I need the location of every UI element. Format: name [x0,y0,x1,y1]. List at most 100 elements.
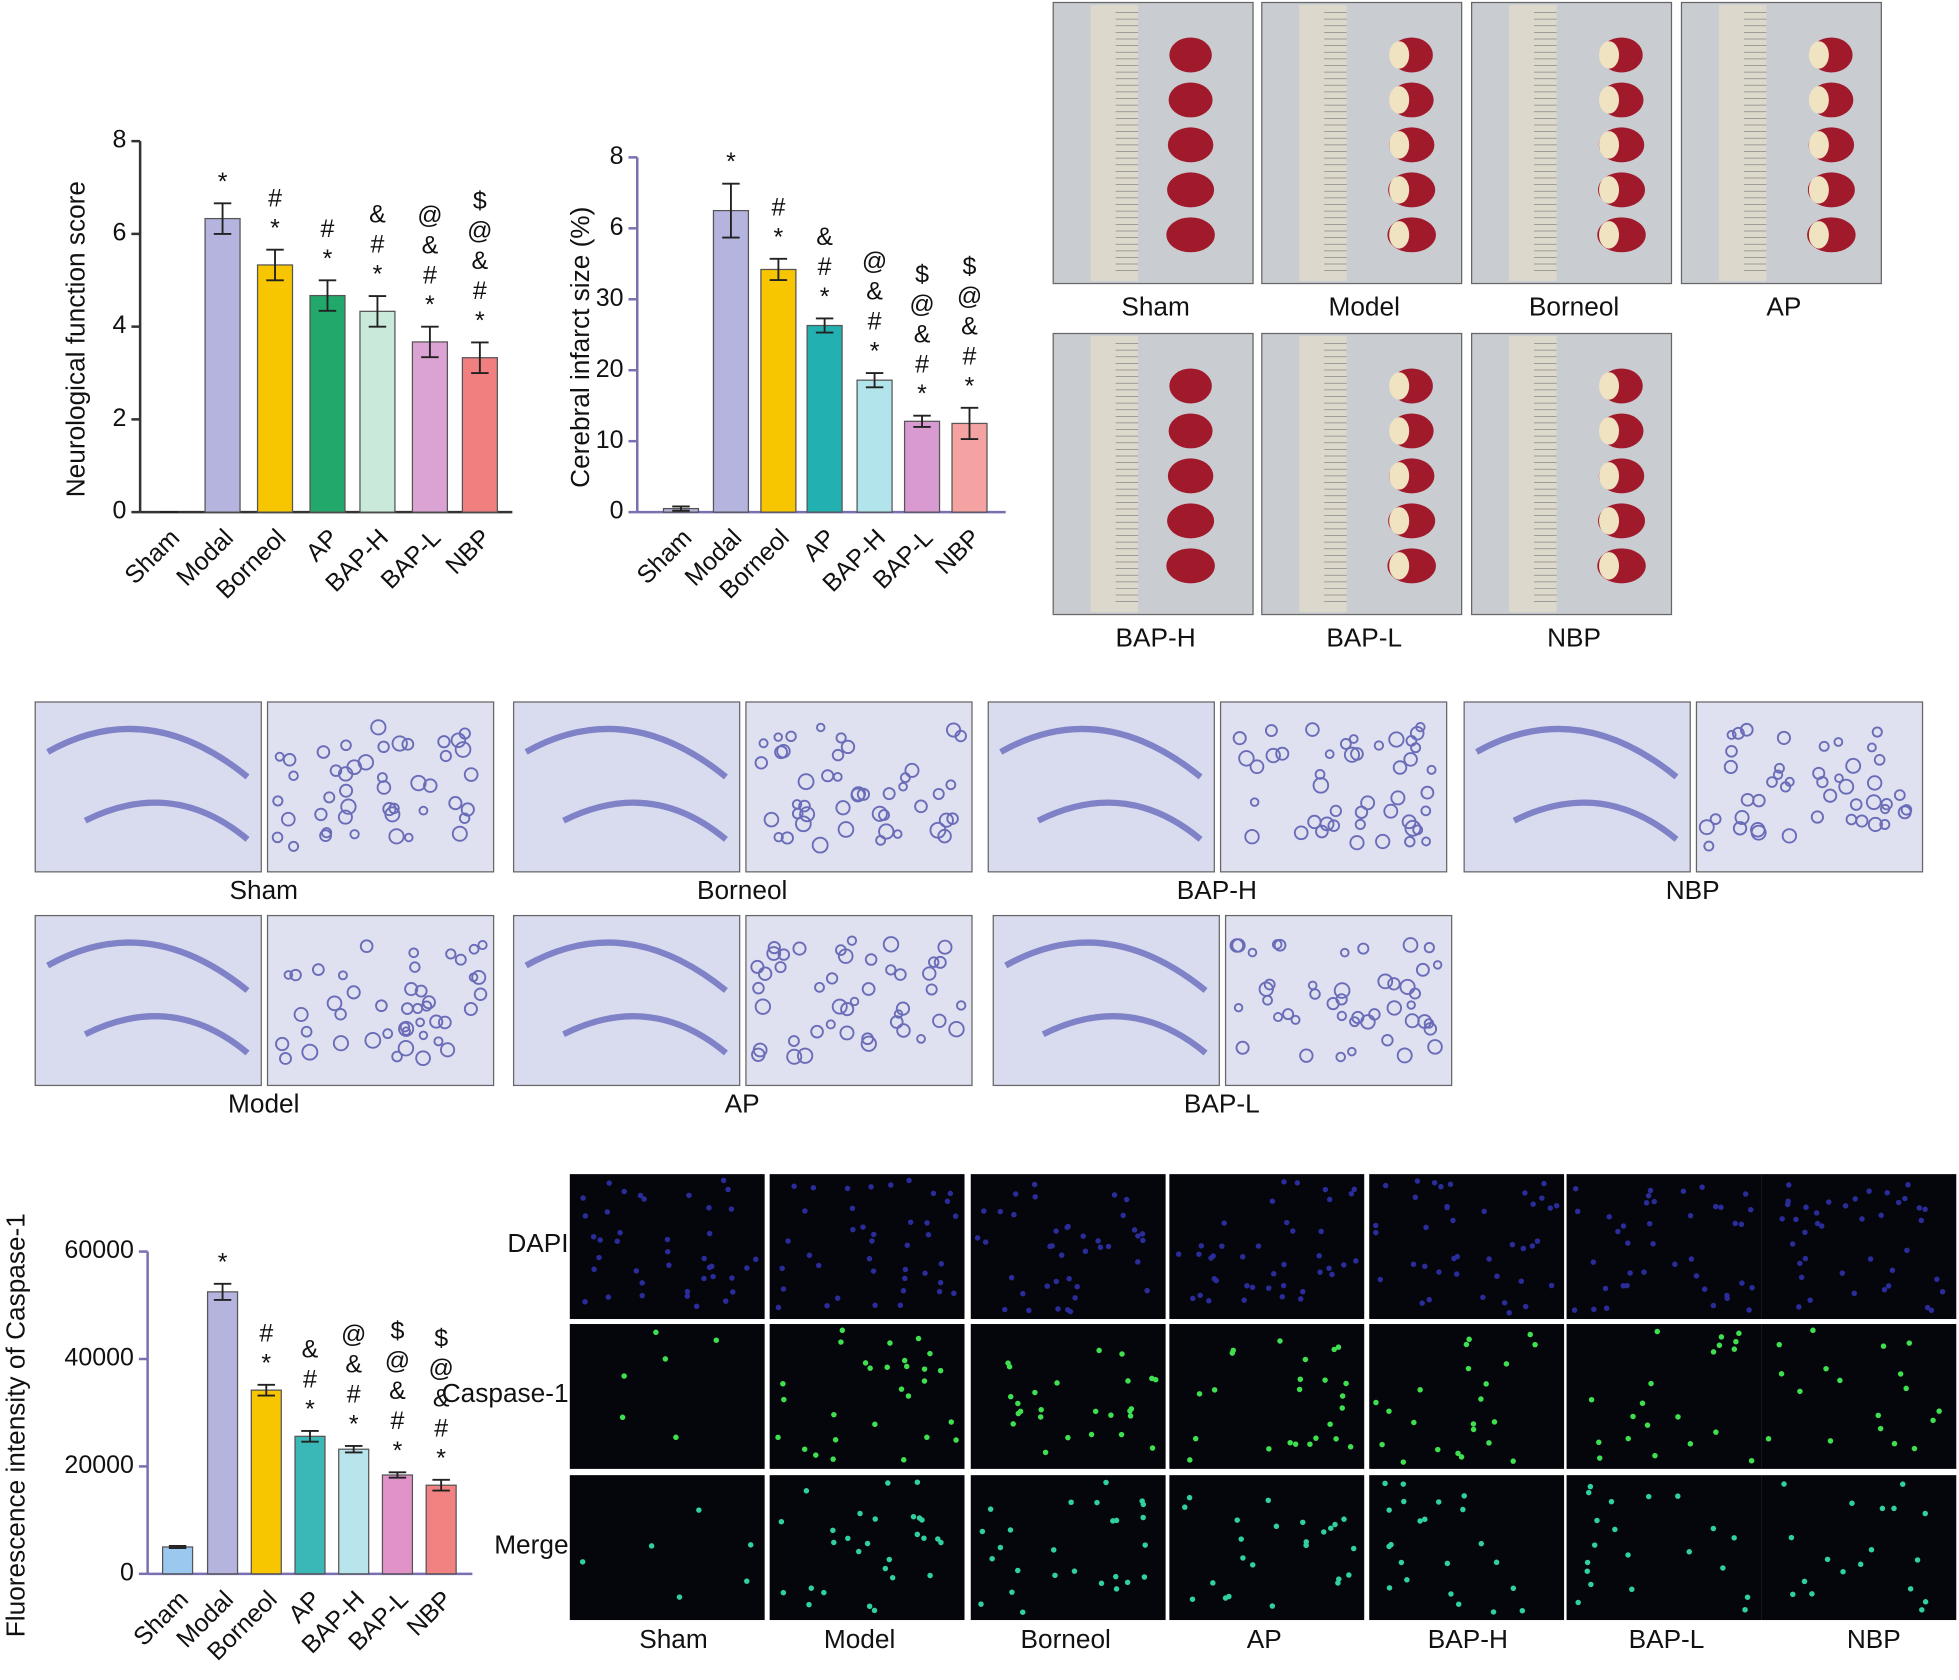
ruler [1299,336,1347,613]
nucleus [1781,1481,1787,1487]
nucleus [1417,1518,1423,1524]
neuron [1244,829,1260,845]
neuron [1354,805,1369,819]
nucleus [1852,1196,1858,1202]
neuron [816,722,826,733]
nucleus [1095,1238,1101,1244]
neuron [932,1013,947,1029]
nucleus [1651,1198,1657,1205]
nucleus [1273,1523,1280,1530]
neuron [1818,740,1830,752]
fluor-cell [1566,1174,1762,1320]
neuron [1354,818,1366,831]
nucleus [870,1231,877,1238]
significance-mark: # [268,184,282,212]
nucleus [806,1252,813,1259]
nucleus [872,1516,878,1522]
nucleus [930,1190,937,1197]
neuron [463,1002,478,1017]
nucleus [775,1434,781,1441]
nucleus [780,1286,787,1292]
neuron [418,805,429,816]
neuron [377,740,390,754]
nucleus [1522,1303,1529,1310]
nucleus [869,1238,875,1244]
neuron [274,751,285,762]
significance-mark: # [321,215,335,243]
neuron [856,787,871,801]
neuron [1247,947,1258,958]
bar [856,379,893,513]
nucleus [1210,1253,1216,1259]
neuron [311,963,325,976]
nucleus [1127,1413,1134,1419]
neuron [450,732,467,749]
neuron [359,939,374,954]
bar [425,1484,457,1575]
nucleus [720,1177,727,1184]
neuron [898,781,908,792]
nucleus [838,1339,844,1345]
x-tick-label: NBP [401,1585,457,1641]
nucleus [713,1337,720,1343]
nucleus [1905,1182,1911,1188]
ttc-photo [1052,1,1254,285]
infarct [1808,221,1829,249]
nucleus [1032,1389,1038,1396]
neuron [882,787,896,801]
nucleus [867,1365,873,1371]
neuron [1833,737,1844,747]
neuron [1231,938,1246,953]
nucleus [1939,1288,1946,1295]
significance-mark: & [369,201,386,229]
nucleus [1644,1422,1651,1428]
neuron [831,748,845,762]
neuron [1387,977,1401,991]
nucleus [1032,1194,1038,1200]
nucleus [1400,1481,1407,1487]
neuron [346,985,361,1000]
nucleus [1044,1283,1051,1289]
bar [206,1291,239,1575]
nucleus [1321,1529,1327,1535]
fluor-cell [1761,1324,1957,1469]
nucleus [619,1414,626,1421]
nissl-label: AP [725,1088,760,1118]
significance-mark: * [917,380,927,408]
bar [294,1435,326,1575]
nucleus [1455,1450,1461,1457]
nucleus [832,1437,839,1443]
nucleus [1907,1586,1914,1592]
nucleus [937,1367,944,1374]
nucleus [1606,1214,1612,1220]
nucleus [1438,1183,1444,1190]
nucleus [1480,1294,1486,1301]
neuron [454,741,472,758]
nucleus [1630,1413,1636,1420]
neuron [774,961,787,974]
nucleus [1736,1330,1742,1337]
nucleus [1444,1204,1450,1211]
nucleus [907,1219,914,1225]
significance-mark: $ [434,1325,448,1353]
nucleus [1701,1286,1708,1292]
nucleus [673,1434,679,1441]
nucleus [1914,1557,1921,1563]
x-tick-label: NBP [440,524,496,580]
nucleus [1645,1493,1652,1500]
brain-slice [1169,37,1212,73]
neuron [840,739,856,755]
bar [250,1389,282,1575]
hippocampus [83,1013,250,1056]
neuron [1233,1003,1244,1013]
nucleus [1015,1567,1021,1574]
nucleus [730,1289,736,1295]
neuron [473,987,488,1001]
nucleus [919,1517,925,1523]
nucleus [1686,1549,1692,1555]
neuron [1399,978,1416,995]
infarct [1808,41,1829,69]
neuron [864,953,878,966]
y-tick-label: 0 [112,497,126,525]
neuron [1404,819,1422,837]
